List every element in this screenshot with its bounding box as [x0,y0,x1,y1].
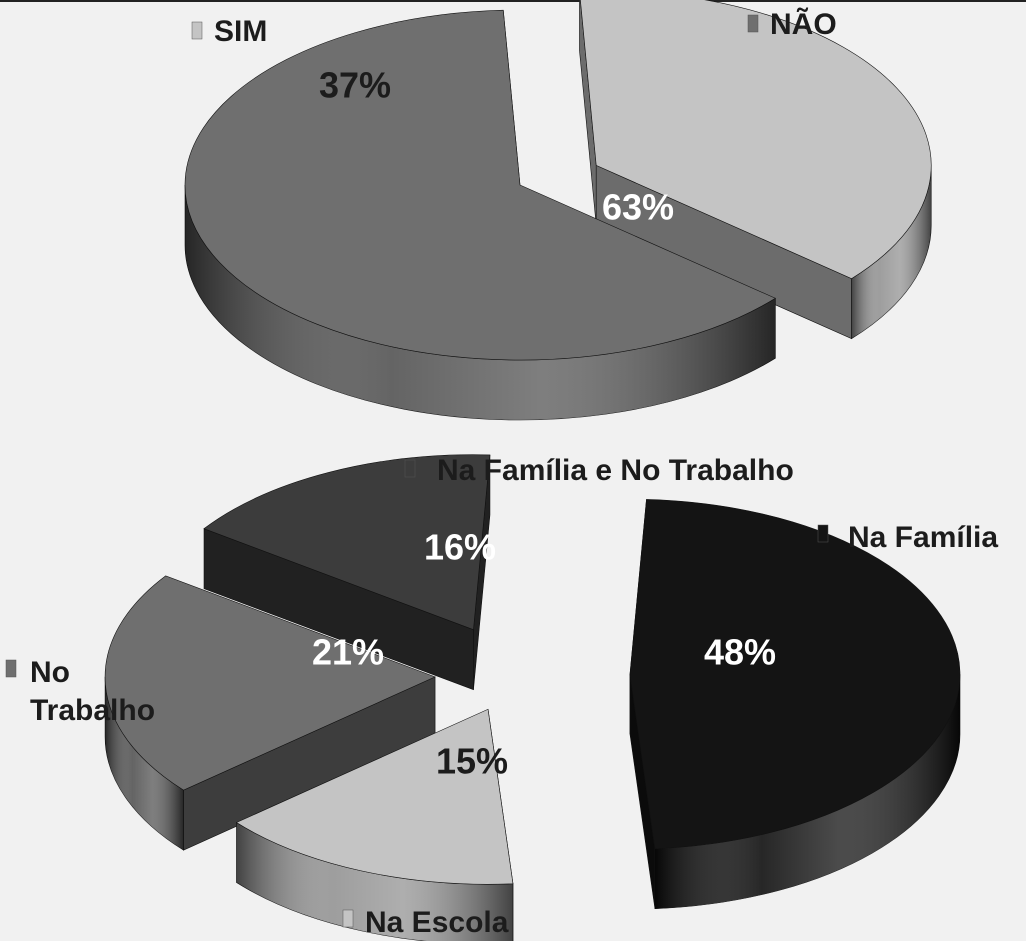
slice-side-shading-na-familia [654,674,960,909]
top-rule [0,0,1026,2]
legend-swatch-sim [191,21,203,40]
slice-side-shading-no-trabalho [105,676,184,851]
slice-top-na-familia-e-no-trabalho [203,454,491,631]
slice-side-shading-nao [185,185,776,420]
slice-side-shading-sim [851,165,932,339]
slice-na-familia [629,499,961,910]
value-label-sim: 37% [319,65,391,106]
pie-chart-local: 48% 15% 21% 16% Na Família e No Trabalho Na F… [5,454,998,941]
slice-no-trabalho [104,575,436,851]
slice-top-na-familia [629,499,961,850]
value-label-na-familia-e-no-trabalho: 16% [424,527,496,568]
legend-label-no-trabalho: No Trabalho [30,656,155,727]
legend-label-na-familia: Na Família [848,521,998,554]
legend-swatch-nao [747,14,759,33]
slice-top-na-escola [235,708,514,885]
legend-label-sim: SIM [214,15,267,48]
slice-top-no-trabalho [104,575,436,791]
value-label-na-escola: 15% [436,741,508,782]
legend-label-na-escola: Na Escola [365,906,509,939]
legend-label-na-familia-e-no-trabalho: Na Família e No Trabalho [437,454,794,487]
slice-na-familia-e-no-trabalho [203,454,491,691]
slice-sim [579,0,932,340]
value-label-nao: 63% [602,187,674,228]
legend-swatch-na-familia [817,524,829,543]
slice-top-nao [184,9,777,361]
pie-chart-sim-nao: 37% 63% SIM NÃO [184,0,932,421]
slice-na-escola [235,708,514,941]
legend-swatch-na-escola [342,909,354,928]
legend-swatch-no-trabalho [5,659,17,678]
legend-label-nao: NÃO [770,7,837,41]
slice-nao [184,9,777,421]
value-label-no-trabalho: 21% [312,632,384,673]
slice-top-sim [580,0,932,279]
slice-side-shading-na-escola [236,822,513,941]
value-label-na-familia: 48% [704,632,776,673]
legend-swatch-na-familia-e-no-trabalho [404,459,416,478]
